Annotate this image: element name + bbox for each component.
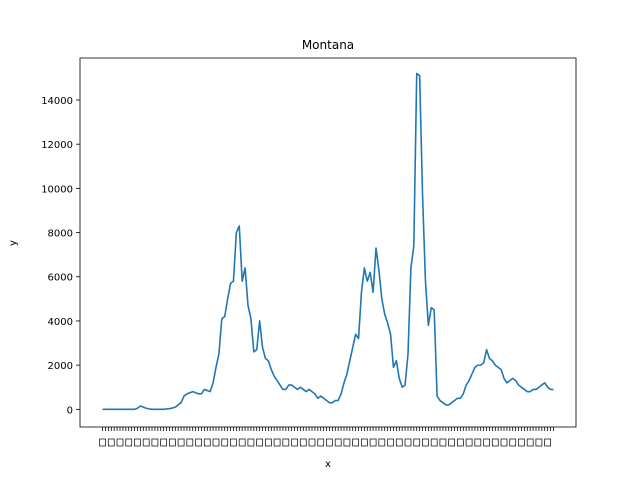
x-tick-label-glyphs — [142, 438, 150, 447]
y-tick-label: 6000 — [48, 273, 73, 284]
axes-frame — [79, 57, 577, 428]
x-tick-label-glyphs — [169, 438, 176, 447]
x-tick-label-glyphs — [457, 438, 464, 447]
x-tick-label-glyphs — [544, 438, 551, 447]
x-tick-label-glyphs — [99, 438, 106, 447]
y-tick-label: 0 — [67, 405, 73, 416]
x-tick-label-glyphs — [247, 438, 255, 447]
x-tick-label-glyphs — [291, 438, 298, 447]
y-tick-label: 8000 — [48, 229, 73, 240]
x-tick-label-glyphs — [282, 438, 290, 447]
plot-area: 0 2000 4000 6000 8000 10000 12000 14000 — [41, 57, 577, 447]
x-tick-label-glyphs — [238, 438, 246, 447]
x-tick-label-glyphs — [308, 438, 316, 447]
x-tick-label-glyphs — [509, 438, 517, 447]
y-tick-label: 10000 — [41, 184, 73, 195]
y-axis-label: y — [8, 240, 19, 246]
x-tick-label-glyphs — [378, 438, 386, 447]
x-tick-label-glyphs — [326, 438, 333, 447]
x-tick-label-glyphs — [465, 438, 473, 447]
chart-title: Montana — [302, 38, 354, 52]
x-tick-label-glyphs — [195, 438, 202, 447]
x-tick-label-glyphs — [526, 438, 534, 447]
x-tick-label-glyphs — [518, 438, 525, 447]
x-tick-label-glyphs — [404, 438, 412, 447]
x-tick-label-glyphs — [387, 438, 394, 447]
x-tick-label-glyphs — [483, 438, 490, 447]
y-tick-label: 4000 — [48, 317, 73, 328]
x-tick-label-glyphs — [186, 438, 194, 447]
x-tick-label-glyphs — [395, 438, 403, 447]
x-tick-label-glyphs — [265, 438, 272, 447]
x-tick-label-glyphs — [413, 438, 421, 447]
x-tick-label-glyphs — [125, 438, 133, 447]
x-tick-label-glyphs — [107, 438, 115, 447]
x-tick-label-glyphs — [361, 438, 368, 447]
x-tick-label-glyphs — [369, 438, 377, 447]
x-tick-label-glyphs — [221, 438, 229, 447]
x-tick-label-glyphs — [352, 438, 359, 447]
x-axis-label: x — [325, 459, 331, 470]
x-tick-label-glyphs — [212, 438, 220, 447]
x-tick-label-glyphs — [116, 438, 124, 447]
y-tick-label: 14000 — [41, 96, 73, 107]
x-tick-label-glyphs — [500, 438, 508, 447]
x-tick-label-glyphs — [422, 438, 429, 447]
x-tick-label-glyphs — [273, 438, 281, 447]
x-tick-label-glyphs — [203, 438, 211, 447]
x-tick-label-glyphs — [343, 438, 351, 447]
x-tick-label-glyphs — [177, 438, 185, 447]
x-tick-label-glyphs — [230, 438, 237, 447]
x-tick-label-glyphs — [535, 438, 543, 447]
x-tick-label-glyphs — [448, 438, 455, 447]
x-tick-label-glyphs — [299, 438, 307, 447]
x-tick-label-glyphs — [491, 438, 499, 447]
y-tick-label: 2000 — [48, 361, 73, 372]
x-tick-label-glyphs — [256, 438, 263, 447]
x-tick-label-glyphs — [151, 438, 159, 447]
x-tick-label-glyphs — [439, 438, 447, 447]
x-tick-label-glyphs — [474, 438, 482, 447]
x-tick-label-glyphs — [134, 438, 141, 447]
x-tick-label-glyphs — [317, 438, 325, 447]
x-tick-label-glyphs — [430, 438, 438, 447]
x-tick-label-glyphs — [160, 438, 167, 447]
y-tick-label: 12000 — [41, 140, 73, 151]
series-line — [102, 72, 554, 411]
x-tick-label-glyphs — [334, 438, 342, 447]
